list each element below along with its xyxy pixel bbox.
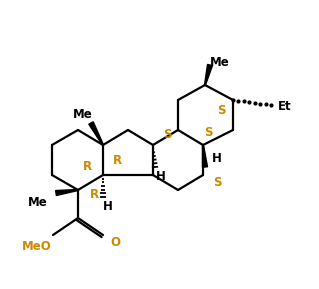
Text: Et: Et xyxy=(278,101,292,114)
Text: S: S xyxy=(163,129,171,142)
Text: S: S xyxy=(204,125,212,138)
Text: R: R xyxy=(82,160,92,173)
Text: H: H xyxy=(103,201,113,214)
Text: R: R xyxy=(112,153,122,166)
Text: Me: Me xyxy=(210,57,230,69)
Text: Me: Me xyxy=(28,195,48,208)
Polygon shape xyxy=(89,122,103,145)
Text: S: S xyxy=(213,177,221,190)
Polygon shape xyxy=(204,64,212,85)
Text: R: R xyxy=(89,188,99,201)
Text: Me: Me xyxy=(73,108,93,121)
Text: MeO: MeO xyxy=(22,240,52,253)
Text: S: S xyxy=(217,103,225,116)
Polygon shape xyxy=(56,190,78,195)
Polygon shape xyxy=(203,145,207,167)
Text: H: H xyxy=(212,153,222,166)
Text: H: H xyxy=(156,171,166,184)
Text: O: O xyxy=(110,236,120,249)
